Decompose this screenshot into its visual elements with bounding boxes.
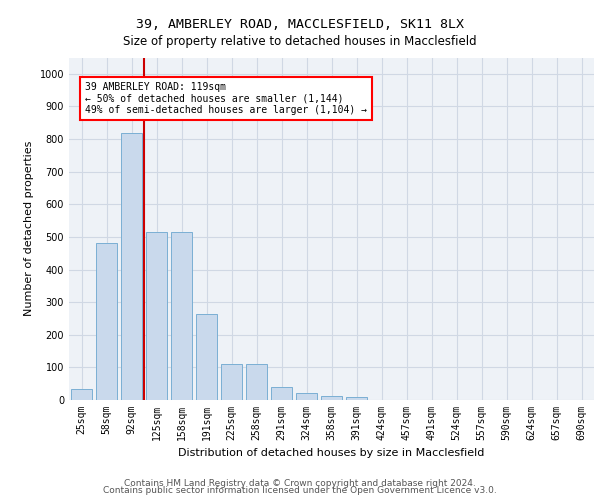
Bar xyxy=(171,232,192,400)
Bar xyxy=(346,396,367,400)
Text: 39, AMBERLEY ROAD, MACCLESFIELD, SK11 8LX: 39, AMBERLEY ROAD, MACCLESFIELD, SK11 8L… xyxy=(136,18,464,30)
Bar xyxy=(296,393,317,400)
Text: Size of property relative to detached houses in Macclesfield: Size of property relative to detached ho… xyxy=(123,35,477,48)
Bar xyxy=(221,364,242,400)
Bar xyxy=(96,244,117,400)
Bar xyxy=(246,364,267,400)
Text: Contains HM Land Registry data © Crown copyright and database right 2024.: Contains HM Land Registry data © Crown c… xyxy=(124,478,476,488)
Y-axis label: Number of detached properties: Number of detached properties xyxy=(24,141,34,316)
Bar xyxy=(71,389,92,400)
Bar xyxy=(271,387,292,400)
X-axis label: Distribution of detached houses by size in Macclesfield: Distribution of detached houses by size … xyxy=(178,448,485,458)
Bar xyxy=(146,232,167,400)
Text: 39 AMBERLEY ROAD: 119sqm
← 50% of detached houses are smaller (1,144)
49% of sem: 39 AMBERLEY ROAD: 119sqm ← 50% of detach… xyxy=(85,82,367,115)
Text: Contains public sector information licensed under the Open Government Licence v3: Contains public sector information licen… xyxy=(103,486,497,495)
Bar xyxy=(321,396,342,400)
Bar xyxy=(121,132,142,400)
Bar xyxy=(196,314,217,400)
